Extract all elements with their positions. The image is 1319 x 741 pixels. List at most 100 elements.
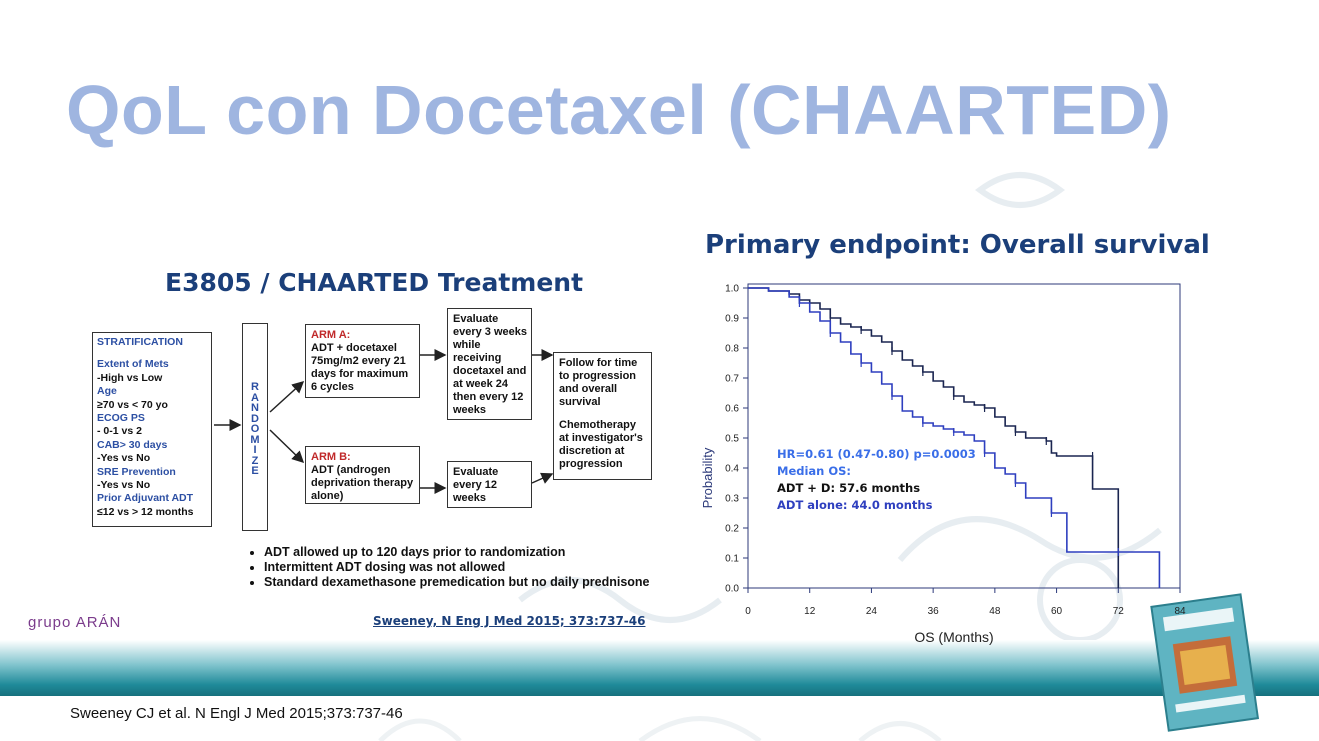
arm-a-box: ARM A: ADT + docetaxel 75mg/m2 every 21 da… <box>305 324 420 398</box>
chemotherapy-line: progression <box>559 458 623 470</box>
x-axis-label: OS (Months) <box>914 629 993 645</box>
evaluate-arm-b-box: Evaluate every 12 weeks <box>447 461 532 508</box>
stratification-line: Prior Adjuvant ADT <box>97 492 194 505</box>
arm-b-line: alone) <box>311 490 344 502</box>
evaluate-b-line: weeks <box>453 492 487 504</box>
arrow-randomize-to-arm-a <box>269 380 305 413</box>
y-tick-label: 0.4 <box>725 464 739 475</box>
evaluate-arm-b-text: Evaluate every 12 weeks <box>453 466 526 505</box>
stratification-line: ≥70 vs < 70 yo <box>97 398 168 411</box>
follow-up-text: Follow for time to progression and overall… <box>559 357 646 409</box>
stratification-box: STRATIFICATION Extent of Mets -High vs Lo… <box>92 332 212 527</box>
stratification-line: Extent of Mets <box>97 358 169 371</box>
arm-b-line: deprivation therapy <box>311 477 414 489</box>
note-item: ADT allowed up to 120 days prior to rand… <box>264 545 664 560</box>
stratification-line: -High vs Low <box>97 371 163 384</box>
y-tick-label: 0.6 <box>725 404 739 415</box>
randomize-letter: A <box>251 391 259 404</box>
x-tick-label: 48 <box>989 606 1001 617</box>
y-tick-label: 0.3 <box>725 494 739 505</box>
randomize-letter: M <box>250 433 260 446</box>
chart-annotation: HR=0.61 (0.47-0.80) p=0.0003 <box>777 447 976 461</box>
follow-up-box: Follow for time to progression and overall… <box>553 352 652 480</box>
schema-notes-list: ADT allowed up to 120 days prior to rand… <box>246 545 664 590</box>
randomize-letter: Z <box>251 454 259 467</box>
evaluate-b-line: every 12 <box>453 479 498 491</box>
treatment-schema-title: E3805 / CHAARTED Treatment <box>165 268 584 297</box>
x-tick-label: 36 <box>928 606 940 617</box>
plot-frame <box>747 283 1181 589</box>
follow-up-line: Follow for time <box>559 357 638 369</box>
y-tick-label: 0.1 <box>725 554 739 565</box>
evaluate-b-line: Evaluate <box>453 466 499 478</box>
bottom-watermark <box>378 716 942 741</box>
arm-b-description: ADT (androgen deprivation therapy alone) <box>311 464 414 503</box>
y-tick-label: 0.7 <box>725 374 739 385</box>
km-curve-adt-alone <box>748 287 1161 588</box>
stratification-list: Extent of Mets -High vs Low Age ≥70 vs < 70… <box>97 358 207 519</box>
chart-annotation: ADT + D: 57.6 months <box>777 481 920 495</box>
evaluate-a-line: receiving <box>453 352 502 364</box>
y-tick-label: 0.9 <box>725 314 739 325</box>
arrow-eval-b-to-follow <box>531 472 554 484</box>
arm-a-line: ADT + docetaxel <box>311 342 397 354</box>
note-item: Standard dexamethasone premedication but… <box>264 575 664 590</box>
randomize-letter: O <box>250 423 260 435</box>
evaluate-a-line: docetaxel and <box>453 365 527 377</box>
x-tick-label: 72 <box>1113 606 1125 617</box>
chart-annotation: Median OS: <box>777 464 851 478</box>
slide-title: QoL con Docetaxel (CHAARTED) <box>66 71 1172 149</box>
chemotherapy-line: discretion at <box>559 445 625 457</box>
stratification-line: Age <box>97 385 117 398</box>
schema-citation: Sweeney, N Eng J Med 2015; 373:737-46 <box>373 614 646 628</box>
evaluate-arm-a-text: Evaluate every 3 weeks while receiving docet… <box>453 313 527 417</box>
evaluate-a-line: weeks <box>453 404 487 416</box>
randomize-letter: R <box>251 381 259 393</box>
stratification-line: CAB> 30 days <box>97 438 168 451</box>
km-curve-adt-plus-d <box>748 287 1120 588</box>
arm-b-label: ARM B: <box>311 451 351 463</box>
stratification-line: ECOG PS <box>97 412 145 425</box>
evaluate-arm-a-box: Evaluate every 3 weeks while receiving docet… <box>447 308 532 420</box>
stratification-heading: STRATIFICATION <box>97 336 183 348</box>
publisher-logo-text: grupo ARÁN <box>28 614 122 631</box>
x-tick-label: 60 <box>1051 606 1063 617</box>
arm-a-description: ADT + docetaxel 75mg/m2 every 21 days for … <box>311 342 414 394</box>
stratification-line: -Yes vs No <box>97 452 151 465</box>
bottom-strip <box>0 696 1319 741</box>
evaluate-a-line: Evaluate <box>453 313 499 325</box>
schema-arrows <box>214 349 554 494</box>
follow-up-line: to progression <box>559 370 637 382</box>
stratification-line: -Yes vs No <box>97 479 151 492</box>
follow-up-line: survival <box>559 396 601 408</box>
x-tick-label: 24 <box>866 606 878 617</box>
stratification-line: ≤12 vs > 12 months <box>97 505 194 518</box>
evaluate-a-line: at week 24 <box>453 378 509 390</box>
y-tick-label: 1.0 <box>725 284 739 295</box>
y-tick-label: 0.0 <box>725 584 739 595</box>
arm-a-line: 75mg/m2 every 21 <box>311 355 406 367</box>
publisher-logo: grupo ARÁN <box>28 614 121 631</box>
arm-b-line: ADT (androgen <box>311 464 391 476</box>
x-tick-label: 12 <box>804 606 816 617</box>
randomize-letter: I <box>253 444 257 456</box>
y-tick-label: 0.8 <box>725 344 739 355</box>
y-tick-label: 0.2 <box>725 524 739 535</box>
y-axis-label: Probability <box>700 447 715 508</box>
teal-band <box>0 640 1319 696</box>
x-tick-label: 0 <box>745 606 751 617</box>
y-tick-label: 0.5 <box>725 434 739 445</box>
chemotherapy-line: at investigator's <box>559 432 643 444</box>
arm-a-line: 6 cycles <box>311 381 354 393</box>
arm-a-line: days for maximum <box>311 368 409 380</box>
x-tick-label: 84 <box>1174 606 1186 617</box>
arm-b-box: ARM B: ADT (androgen deprivation therapy a… <box>305 446 420 504</box>
overall-survival-chart: 0.0 0.1 0.2 0.3 0.4 0.5 0.6 0.7 0.8 0.9 1.0 0 12 24 36… <box>700 283 1186 645</box>
chemotherapy-text: Chemotherapy at investigator's discretion … <box>559 419 646 471</box>
randomize-letter: N <box>251 402 259 414</box>
follow-up-line: and overall <box>559 383 618 395</box>
arrow-randomize-to-arm-b <box>269 429 305 464</box>
